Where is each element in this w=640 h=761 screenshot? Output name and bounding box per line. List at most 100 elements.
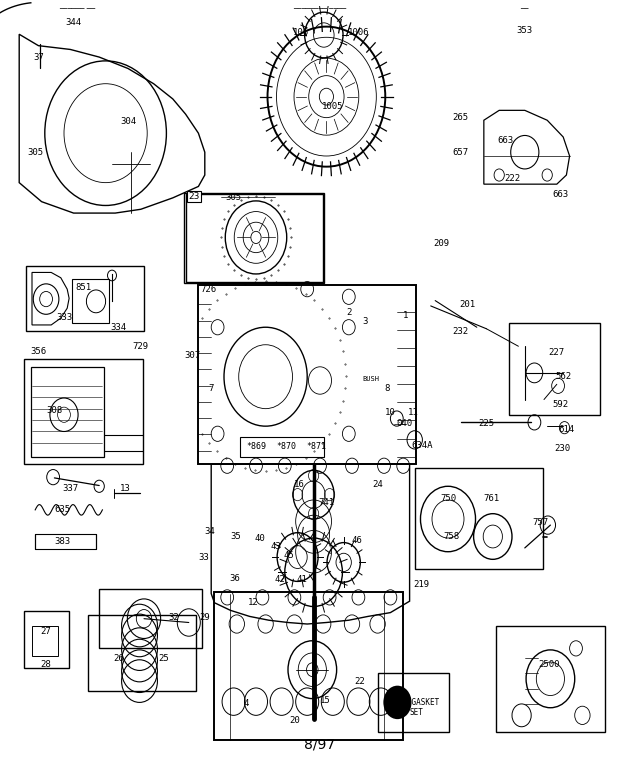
- Text: 305: 305: [225, 193, 242, 202]
- Text: 2: 2: [346, 307, 351, 317]
- Text: 46: 46: [352, 536, 362, 545]
- Text: 15: 15: [320, 696, 330, 705]
- Text: 761: 761: [483, 494, 500, 503]
- Text: 11: 11: [408, 408, 418, 417]
- Bar: [72, 279, 109, 323]
- Text: 40: 40: [255, 533, 265, 543]
- Text: ──: ──: [520, 6, 529, 12]
- Bar: [26, 266, 144, 331]
- Bar: [509, 323, 600, 415]
- Text: 304: 304: [120, 117, 136, 126]
- Text: 45: 45: [284, 551, 294, 560]
- Text: 344: 344: [65, 18, 82, 27]
- Text: 26: 26: [113, 654, 124, 663]
- Text: 29: 29: [200, 613, 210, 622]
- Text: 23: 23: [188, 192, 200, 201]
- Text: 41: 41: [297, 575, 307, 584]
- Text: 353: 353: [516, 26, 533, 35]
- Bar: [184, 193, 324, 283]
- Text: 333: 333: [56, 313, 72, 322]
- Text: ──────── ────: ──────── ────: [293, 6, 347, 12]
- Text: 33: 33: [198, 552, 209, 562]
- Text: 383: 383: [54, 537, 71, 546]
- Text: 307: 307: [184, 351, 200, 360]
- Text: 265: 265: [452, 113, 469, 123]
- Text: 1005: 1005: [322, 102, 344, 111]
- Bar: [240, 437, 324, 457]
- Text: *871: *871: [306, 442, 326, 451]
- Bar: [415, 468, 543, 569]
- Text: 12: 12: [248, 598, 258, 607]
- Text: 20: 20: [289, 716, 300, 725]
- Text: 726: 726: [200, 285, 216, 294]
- Text: 2500: 2500: [538, 660, 560, 669]
- Text: 28: 28: [41, 660, 51, 669]
- Text: 10: 10: [385, 408, 396, 417]
- Text: 225: 225: [478, 419, 495, 428]
- Text: 334: 334: [110, 323, 127, 332]
- Text: 729: 729: [132, 342, 149, 351]
- Text: 106: 106: [292, 28, 309, 37]
- Text: 741: 741: [318, 498, 335, 507]
- Text: 32: 32: [169, 613, 179, 622]
- Text: 358 GASKET
SET: 358 GASKET SET: [393, 698, 439, 718]
- Text: 851: 851: [75, 283, 92, 292]
- Text: 227: 227: [548, 348, 565, 357]
- Bar: [496, 626, 605, 732]
- Text: *870: *870: [276, 442, 296, 451]
- Text: 663: 663: [497, 136, 514, 145]
- Text: 219: 219: [413, 580, 429, 589]
- Text: 757: 757: [532, 518, 549, 527]
- Text: 3: 3: [362, 317, 367, 326]
- Text: 25: 25: [158, 654, 168, 663]
- Bar: [378, 673, 449, 732]
- Text: ────── ──: ────── ──: [59, 6, 95, 12]
- Bar: [24, 359, 143, 464]
- Text: BUSH: BUSH: [363, 376, 380, 382]
- Text: 1006: 1006: [348, 28, 369, 37]
- Text: 750: 750: [440, 494, 456, 503]
- Bar: [186, 194, 323, 282]
- Text: *869: *869: [246, 442, 266, 451]
- Text: 040: 040: [396, 419, 413, 428]
- Text: 635: 635: [54, 505, 71, 514]
- Text: 201: 201: [459, 300, 476, 309]
- Text: 663: 663: [552, 189, 568, 199]
- Bar: [99, 589, 202, 648]
- Bar: [32, 626, 58, 656]
- Text: 337: 337: [62, 484, 79, 493]
- Text: 36: 36: [229, 574, 239, 583]
- Text: 37: 37: [33, 53, 44, 62]
- Bar: [35, 534, 96, 549]
- Text: 1: 1: [403, 311, 408, 320]
- Text: 614: 614: [558, 425, 575, 435]
- Text: 27: 27: [41, 627, 51, 636]
- Text: 305: 305: [27, 148, 44, 157]
- Text: 209: 209: [433, 239, 450, 248]
- Text: 22: 22: [355, 677, 365, 686]
- Bar: [88, 615, 196, 691]
- Text: 42: 42: [275, 575, 285, 584]
- Bar: [198, 285, 416, 464]
- Text: 232: 232: [452, 326, 469, 336]
- Text: 230: 230: [554, 444, 570, 454]
- Text: 24: 24: [372, 480, 383, 489]
- Bar: [214, 592, 403, 740]
- Text: 34: 34: [205, 527, 215, 536]
- Text: 634A: 634A: [412, 441, 433, 450]
- Text: 8/97: 8/97: [305, 737, 335, 751]
- Text: 8: 8: [385, 384, 390, 393]
- Text: 592: 592: [552, 400, 568, 409]
- Text: 657: 657: [452, 148, 469, 157]
- Text: 43: 43: [271, 542, 281, 551]
- Text: 13: 13: [120, 484, 130, 493]
- Bar: [24, 611, 69, 668]
- Text: 16: 16: [294, 480, 304, 489]
- Text: 4: 4: [244, 699, 249, 708]
- Text: 7: 7: [209, 384, 214, 393]
- Text: 222: 222: [504, 174, 520, 183]
- Bar: [31, 367, 104, 457]
- Text: 35: 35: [230, 532, 241, 541]
- Text: 758: 758: [443, 532, 460, 541]
- Text: 308: 308: [46, 406, 63, 416]
